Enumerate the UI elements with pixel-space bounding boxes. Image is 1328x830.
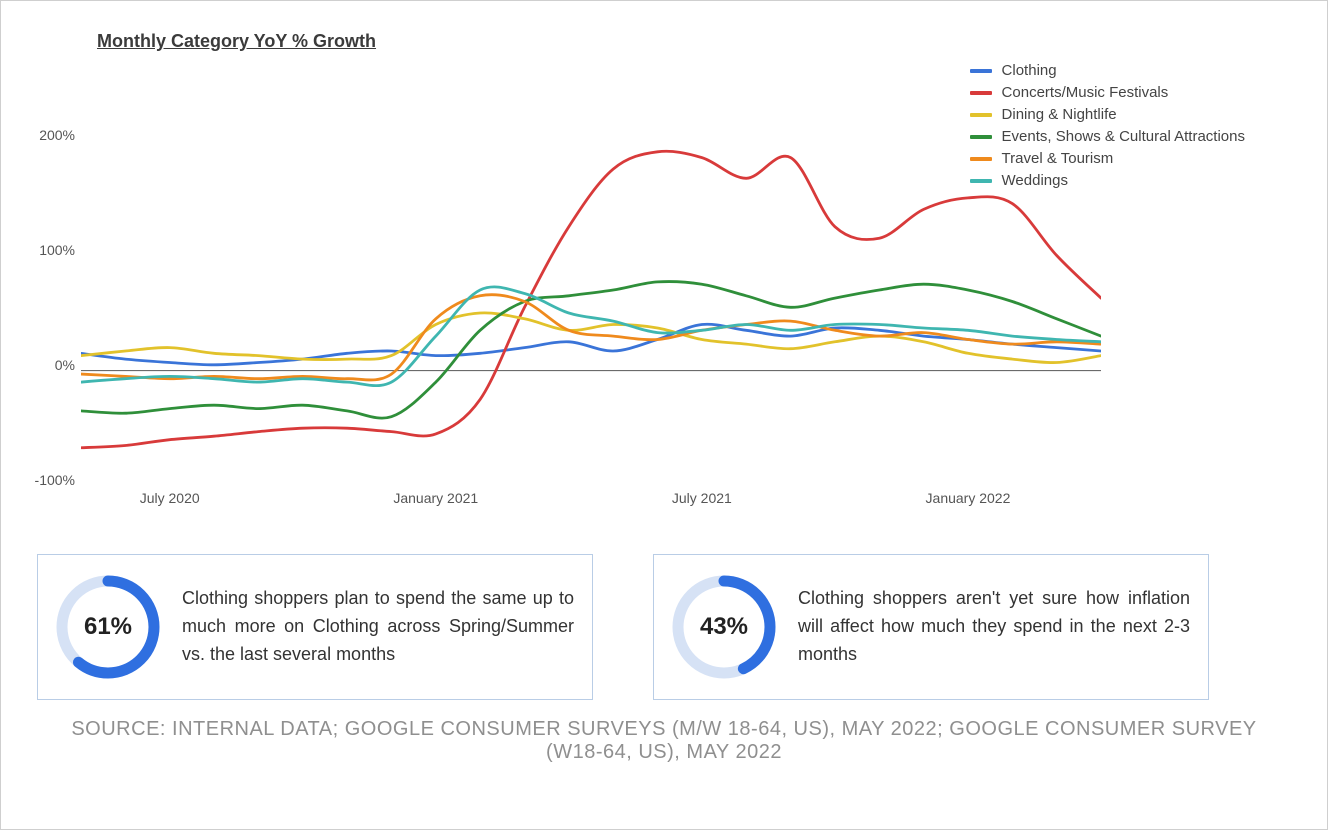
legend-item: Clothing <box>970 60 1245 82</box>
donut-value: 61% <box>52 571 164 683</box>
chart-plot <box>81 100 1101 480</box>
donut-chart: 61% <box>52 571 164 683</box>
y-axis-labels: -100%0%100%200% <box>19 60 81 540</box>
donut-chart: 43% <box>668 571 780 683</box>
chart-title: Monthly Category YoY % Growth <box>97 31 1309 52</box>
chart-container: Clothing Concerts/Music Festivals Dining… <box>19 60 1259 540</box>
page: Monthly Category YoY % Growth Clothing C… <box>0 0 1328 830</box>
stat-card: 43% Clothing shoppers aren't yet sure ho… <box>653 554 1209 700</box>
legend-swatch <box>970 91 992 95</box>
stat-card-text: Clothing shoppers plan to spend the same… <box>182 585 574 669</box>
stat-card: 61% Clothing shoppers plan to spend the … <box>37 554 593 700</box>
stat-card-text: Clothing shoppers aren't yet sure how in… <box>798 585 1190 669</box>
x-axis-labels: July 2020January 2021July 2021January 20… <box>81 490 1101 514</box>
source-citation: SOURCE: INTERNAL DATA; GOOGLE CONSUMER S… <box>19 718 1309 764</box>
stat-cards-row: 61% Clothing shoppers plan to spend the … <box>37 554 1309 700</box>
legend-swatch <box>970 69 992 73</box>
legend-label: Clothing <box>1002 60 1057 82</box>
donut-value: 43% <box>668 571 780 683</box>
